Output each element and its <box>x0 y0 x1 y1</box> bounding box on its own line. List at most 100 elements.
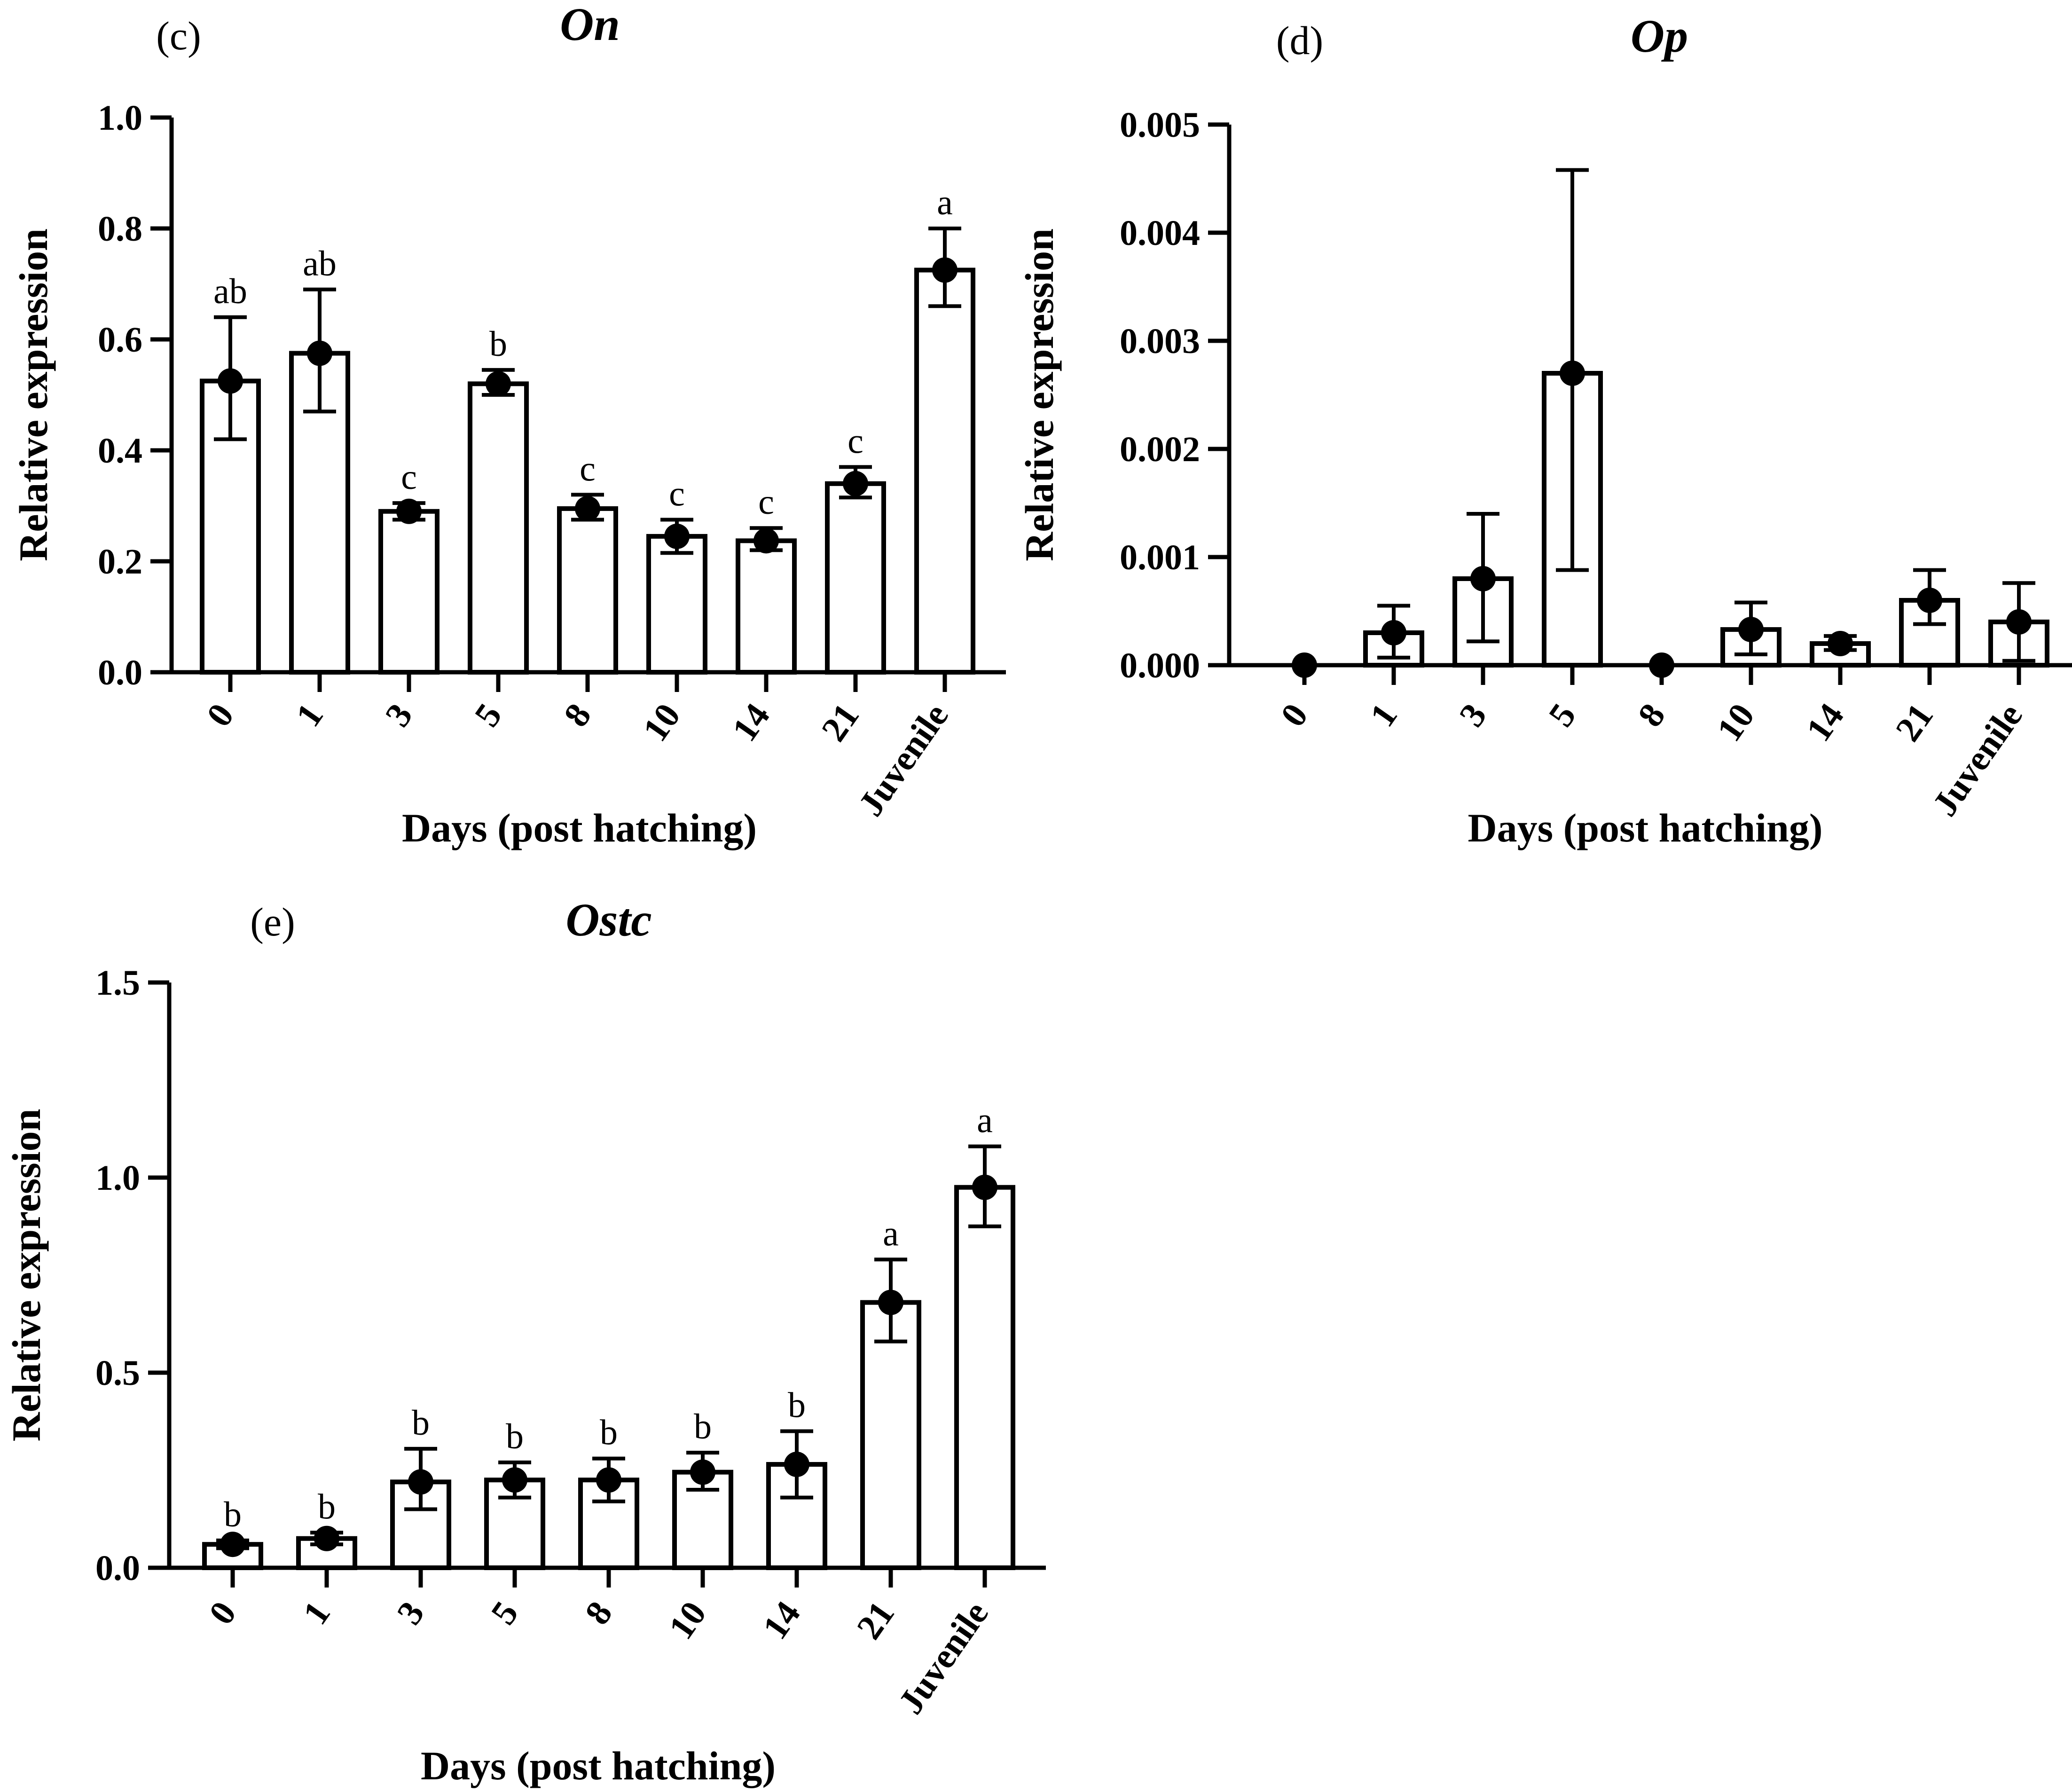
data-point <box>575 495 600 521</box>
x-tick-label: 1 <box>288 697 331 734</box>
data-point <box>690 1459 715 1485</box>
data-point <box>878 1289 903 1315</box>
significance-letter: c <box>580 449 596 488</box>
y-tick-label: 0.6 <box>98 320 142 360</box>
x-tick-label: Juvenile <box>1925 697 2030 824</box>
data-point <box>664 523 690 549</box>
y-tick-label: 0.000 <box>1120 646 1200 685</box>
significance-letter: a <box>977 1101 993 1140</box>
bar <box>378 509 440 675</box>
panel-label: (d) <box>1276 18 1323 63</box>
panel-label: (e) <box>250 899 295 944</box>
significance-letter: c <box>401 457 417 497</box>
x-tick-label: 1 <box>295 1595 338 1632</box>
data-point <box>753 528 779 554</box>
x-tick-label: 14 <box>755 1595 808 1646</box>
bar <box>736 538 797 675</box>
x-tick-label: 10 <box>636 697 688 748</box>
data-point <box>1560 361 1585 386</box>
data-point <box>2006 609 2032 635</box>
significance-letter: b <box>788 1386 806 1425</box>
x-tick-label: 5 <box>467 697 510 734</box>
x-tick-label: 8 <box>556 697 599 734</box>
data-point <box>1381 620 1406 645</box>
bar <box>825 481 886 675</box>
y-tick-label: 0.5 <box>95 1353 140 1393</box>
y-axis-title: Relative expression <box>1017 228 1062 561</box>
significance-letter: b <box>506 1417 524 1456</box>
bar <box>646 534 707 675</box>
data-point <box>314 1525 339 1551</box>
significance-letter: b <box>224 1495 242 1534</box>
panel-label: (c) <box>156 13 201 58</box>
y-tick-label: 0.002 <box>1120 430 1200 469</box>
significance-letter: c <box>848 421 863 461</box>
x-axis-title: Days (post hatching) <box>402 805 757 850</box>
y-tick-label: 0.001 <box>1120 538 1200 577</box>
y-tick-label: 0.0 <box>98 653 142 692</box>
chart-title: Ostc <box>565 894 651 946</box>
x-tick-label: 5 <box>1541 697 1584 734</box>
significance-letter: c <box>758 482 774 522</box>
chart-panel-op: (d) Op 0.000 0.001 0.002 0.003 0.004 0.005 Relat… <box>1017 10 2072 850</box>
x-tick-label: 10 <box>1710 697 1762 748</box>
x-tick-label: Juvenile <box>851 697 956 824</box>
chart-panel-on: (c) On 0.0 0.2 0.4 0.6 0.8 1.0 Relative expressi… <box>11 0 1006 850</box>
data-point <box>596 1467 621 1493</box>
y-tick-label: 0.004 <box>1120 213 1200 253</box>
chart-panel-ostc: (e) Ostc 0.0 0.5 1.0 1.5 Relative expression Da… <box>4 894 1046 1788</box>
y-tick-label: 0.4 <box>98 431 142 471</box>
x-tick-label: 10 <box>661 1595 714 1646</box>
y-tick-label: 1.0 <box>95 1158 140 1198</box>
x-tick-label: 14 <box>725 697 777 748</box>
x-tick-label: 21 <box>1888 697 1941 748</box>
x-tick-label: 8 <box>1630 697 1673 734</box>
significance-letter: b <box>489 324 507 364</box>
x-tick-label: 0 <box>199 697 242 734</box>
data-point <box>486 371 511 397</box>
y-tick-label: 1.5 <box>95 963 140 1003</box>
data-point <box>220 1532 245 1557</box>
x-tick-label: 3 <box>1452 697 1494 734</box>
y-tick-label: 1.0 <box>98 98 142 138</box>
bar <box>954 1185 1015 1570</box>
significance-letter: a <box>883 1214 899 1253</box>
data-point <box>1828 631 1853 656</box>
x-tick-label: 21 <box>814 697 867 748</box>
significance-letter: b <box>412 1403 430 1443</box>
x-tick-label: 1 <box>1362 697 1405 734</box>
significance-letter: c <box>669 474 685 514</box>
data-point <box>1917 588 1942 613</box>
data-point <box>408 1469 433 1495</box>
y-tick-label: 0.2 <box>98 542 142 582</box>
y-axis-title: Relative expression <box>11 228 56 561</box>
data-point <box>972 1174 997 1200</box>
x-tick-label: 14 <box>1799 697 1852 748</box>
data-point <box>1738 617 1764 643</box>
y-tick-label: 0.005 <box>1120 105 1200 145</box>
x-tick-label: 21 <box>849 1595 902 1646</box>
data-point <box>784 1452 809 1478</box>
data-point <box>1470 566 1496 591</box>
x-axis-title: Days (post hatching) <box>1468 805 1823 850</box>
y-tick-label: 0.0 <box>95 1548 140 1588</box>
chart-title: On <box>560 0 620 50</box>
y-tick-label: 0.8 <box>98 209 142 249</box>
significance-letter: b <box>600 1413 618 1453</box>
y-tick-label: 0.003 <box>1120 322 1200 361</box>
x-tick-label: 0 <box>1273 697 1316 734</box>
data-point <box>502 1467 527 1493</box>
y-axis-title: Relative expression <box>4 1109 49 1442</box>
significance-letter: a <box>937 183 953 222</box>
x-tick-label: 3 <box>377 697 420 734</box>
x-tick-label: 0 <box>201 1595 244 1632</box>
x-tick-label: Juvenile <box>891 1595 996 1721</box>
x-tick-label: 5 <box>483 1595 526 1632</box>
data-point <box>218 368 243 394</box>
bar <box>468 381 529 675</box>
bar <box>914 267 975 675</box>
significance-letter: b <box>318 1487 336 1526</box>
significance-letter: ab <box>303 244 337 283</box>
data-point <box>932 257 958 283</box>
